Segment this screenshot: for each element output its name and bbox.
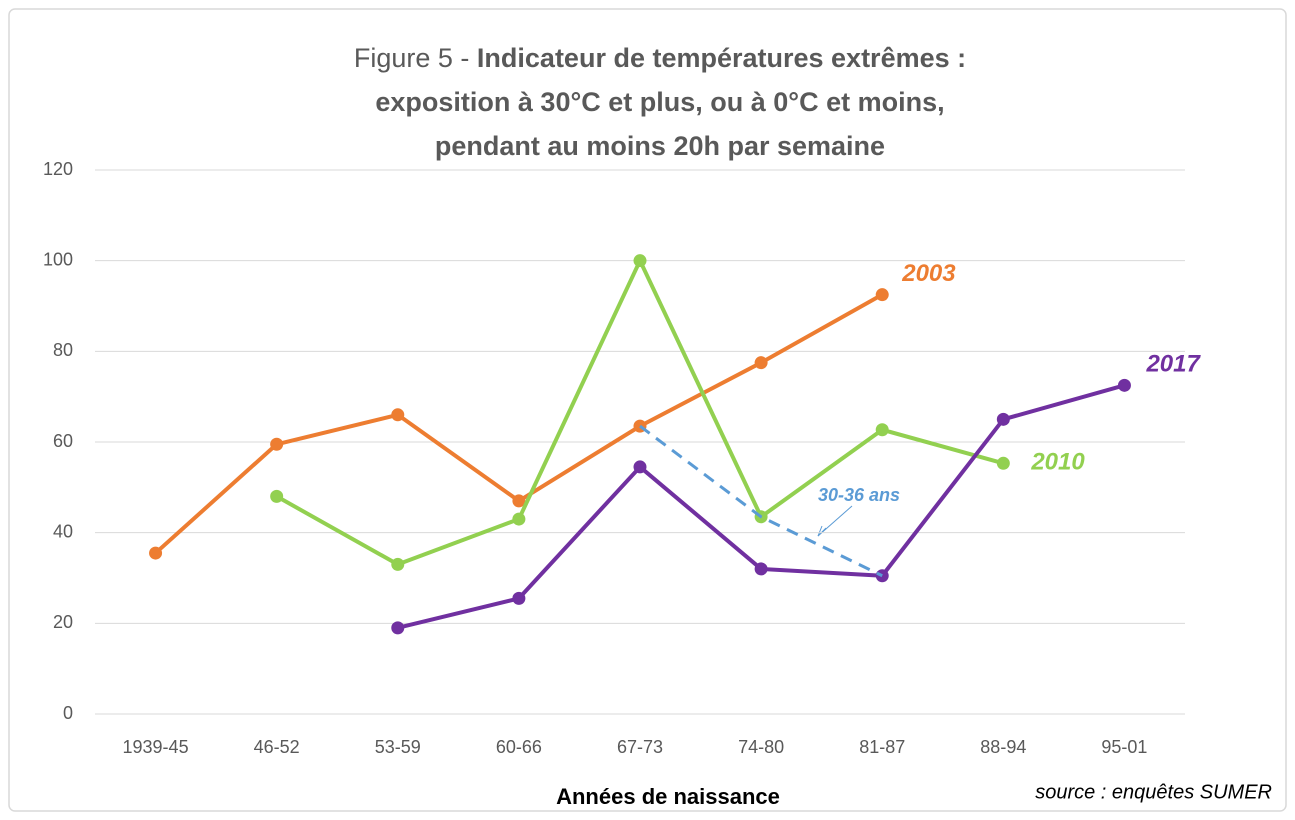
source-note: source : enquêtes SUMER	[1035, 781, 1272, 803]
data-point	[633, 460, 647, 474]
x-tick-label: 74-80	[738, 737, 784, 757]
data-point	[996, 456, 1010, 470]
series-label: 2017	[1145, 351, 1201, 378]
y-tick-label: 80	[53, 340, 73, 360]
x-tick-label: 95-01	[1101, 737, 1147, 757]
annotation-line	[639, 424, 883, 578]
title-line: exposition à 30°C et plus, ou à 0°C et m…	[375, 87, 944, 117]
x-tick-label: 67-73	[617, 737, 663, 757]
data-point	[754, 562, 768, 576]
data-point	[1117, 378, 1131, 392]
chart-border	[8, 8, 1287, 812]
x-tick-label: 1939-45	[123, 737, 189, 757]
data-point	[633, 254, 647, 268]
y-tick-label: 0	[63, 703, 73, 723]
data-point	[391, 621, 405, 635]
y-tick-label: 120	[43, 159, 73, 179]
data-point	[512, 591, 526, 605]
x-tick-label: 53-59	[375, 737, 421, 757]
title-line: Indicateur de températures extrêmes :	[477, 43, 966, 73]
data-point	[391, 557, 405, 571]
data-point	[512, 512, 526, 526]
y-tick-label: 20	[53, 612, 73, 632]
x-tick-label: 81-87	[859, 737, 905, 757]
data-point	[391, 408, 405, 422]
data-point	[875, 423, 889, 437]
data-point	[875, 288, 889, 302]
x-axis-title: Années de naissance	[556, 784, 780, 809]
y-tick-label: 60	[53, 431, 73, 451]
data-point	[996, 412, 1010, 426]
data-point	[754, 356, 768, 370]
data-point	[512, 494, 526, 508]
series-label: 2010	[1030, 449, 1085, 476]
title-line: pendant au moins 20h par semaine	[435, 131, 885, 161]
x-tick-label: 46-52	[254, 737, 300, 757]
data-point	[149, 546, 163, 560]
annotation-arrowhead	[817, 525, 827, 537]
x-tick-label: 88-94	[980, 737, 1026, 757]
chart-title: Figure 5 - Indicateur de températures ex…	[354, 43, 966, 73]
data-point	[270, 489, 284, 503]
y-tick-label: 100	[43, 249, 73, 269]
title-prefix: Figure 5 -	[354, 43, 470, 73]
data-point	[270, 437, 284, 451]
series-label: 2003	[901, 260, 956, 287]
x-tick-label: 60-66	[496, 737, 542, 757]
annotation-label: 30-36 ans	[818, 485, 900, 505]
y-tick-label: 40	[53, 521, 73, 541]
